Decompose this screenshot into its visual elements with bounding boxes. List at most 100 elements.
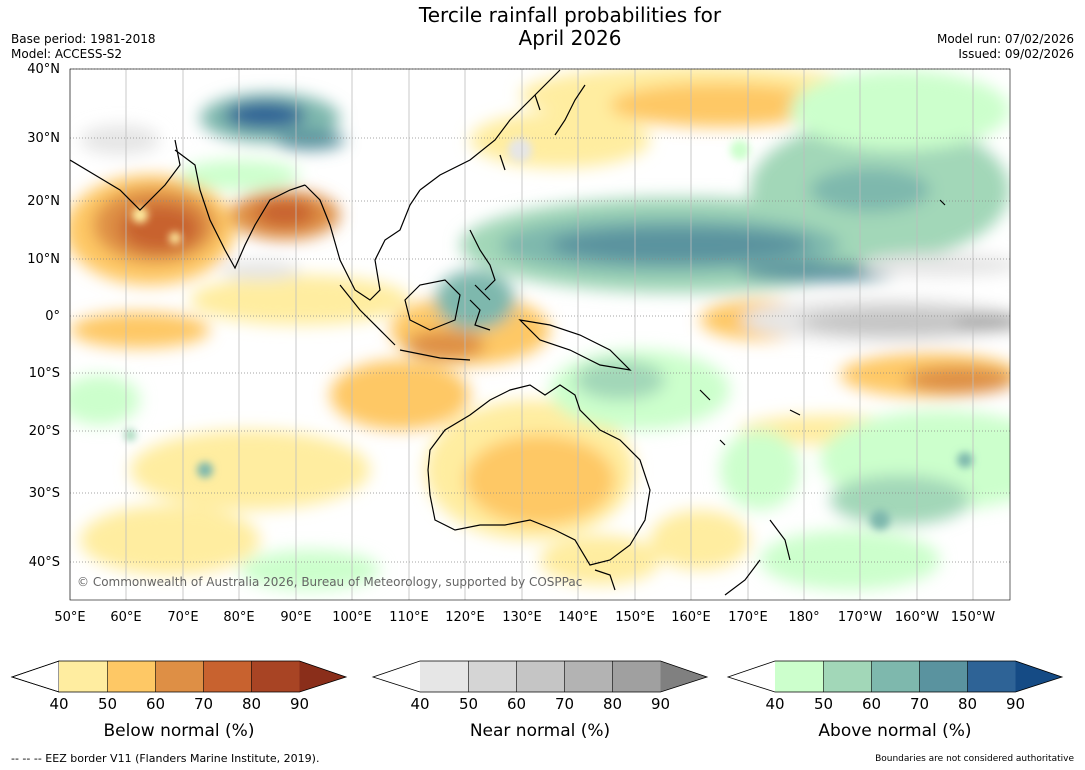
longitude-labels: 50°E 60°E 70°E 80°E 90°E 100°E 110°E 120… [54,610,995,625]
lon-label-170w: 170°W [838,610,882,625]
southeast-asia-coast [304,184,421,301]
legend-above-tick-40: 40 [765,695,784,713]
java [399,349,471,361]
legend-below-swatch-1 [107,661,156,692]
legend-near-tick-70: 70 [555,695,574,713]
lat-label-30n: 30°N [27,131,60,146]
legend-near-swatch-3 [564,661,613,692]
legend-near-tick-60: 60 [507,695,526,713]
legend-below-swatch-2 [155,661,204,692]
legend-below-swatch-4 [251,661,300,692]
lon-label-140e: 140°E [558,610,598,625]
lat-label-20s: 20°S [29,424,60,439]
lat-label-40s: 40°S [29,555,60,570]
tasmania [594,569,616,591]
lon-label-170e: 170°E [728,610,768,625]
sulawesi [469,299,491,331]
legend-below-swatch-3 [203,661,252,692]
legend-near-swatch-2 [516,661,565,692]
legend-near-tick-40: 40 [410,695,429,713]
model-name: Model: ACCESS-S2 [11,47,123,61]
legend-near-normal: 40 50 60 70 80 90 Near normal (%) [371,660,709,741]
legend-above-min-arrow [728,661,775,692]
lat-label-10s: 10°S [29,366,60,381]
lon-label-70e: 70°E [167,610,198,625]
legend-above-label: Above normal (%) [818,721,971,741]
lat-label-0: 0° [45,309,60,324]
title-line-2: April 2026 [518,26,622,50]
legend-above-tick-50: 50 [814,695,833,713]
meta-left: Base period: 1981-2018 Model: ACCESS-S2 [11,32,156,62]
model-run: Model run: 07/02/2026 [936,32,1074,46]
probability-field [70,69,1010,600]
lat-label-40n: 40°N [27,62,60,77]
legend-above-swatch-2 [871,661,920,692]
lon-label-120e: 120°E [445,610,485,625]
legend-above-swatch-0 [775,661,824,692]
legend-above-max-arrow [1015,661,1062,692]
boundaries-note: Boundaries are not considered authoritat… [875,754,1074,764]
legend-above-normal: 40 50 60 70 80 90 Above normal (%) [726,660,1064,741]
arabia-coast [70,139,181,211]
lon-label-160e: 160°E [671,610,711,625]
legend-above-tick-90: 90 [1006,695,1025,713]
legend-above-swatch-1 [823,661,872,692]
legend-below-tick-70: 70 [194,695,213,713]
lat-label-30s: 30°S [29,486,60,501]
lon-label-150w: 150°W [951,610,995,625]
legend-below-swatch-0 [59,661,108,692]
legend-below-min-arrow [10,660,60,693]
legend-above-tick-60: 60 [862,695,881,713]
page-title: Tercile rainfall probabilities for April… [0,4,1085,50]
meta-right: Model run: 07/02/2026 Issued: 09/02/2026 [937,32,1074,62]
legend-below-label: Below normal (%) [104,721,255,741]
map-frame [69,68,1011,601]
legend-near-swatch-1 [468,661,517,692]
lon-label-180: 180° [788,610,819,625]
probability-speckles [124,138,973,530]
pacific-islands [699,199,946,446]
lon-label-80e: 80°E [223,610,254,625]
legend-near-min-arrow [373,661,420,692]
legend-above-swatch-3 [919,661,968,692]
lon-label-50e: 50°E [54,610,85,625]
legend-below-tick-60: 60 [146,695,165,713]
title-line-1: Tercile rainfall probabilities for [418,3,722,27]
india-coast [174,149,306,270]
lon-label-100e: 100°E [332,610,372,625]
legend-below-normal: 40 50 60 70 80 90 Below normal (%) [10,660,348,741]
borneo [404,279,461,331]
legend-below-tick-50: 50 [98,695,117,713]
legend-near-label: Near normal (%) [470,721,610,741]
korea-japan [534,84,586,136]
legend-near-max-arrow [660,661,707,692]
lon-label-130e: 130°E [502,610,542,625]
legend-near-swatch-0 [420,661,469,692]
legend-near-swatch-4 [612,661,661,692]
legend-above-tick-70: 70 [910,695,929,713]
lat-label-10n: 10°N [27,252,60,267]
legend-near-tick-50: 50 [459,695,478,713]
coastlines [70,69,946,596]
legend-below-tick-40: 40 [49,695,68,713]
legend-above-tick-80: 80 [958,695,977,713]
china-coast [419,69,561,191]
lon-label-60e: 60°E [110,610,141,625]
legend-near-tick-90: 90 [651,695,670,713]
new-zealand [724,519,791,596]
taiwan [499,154,506,171]
latitude-labels: 40°N 30°N 20°N 10°N 0° 10°S 20°S 30°S 40… [27,62,60,570]
sumatra [339,284,396,346]
legend-below-tick-80: 80 [242,695,261,713]
lon-label-90e: 90°E [280,610,311,625]
legend-below-tick-90: 90 [290,695,309,713]
new-guinea [518,319,632,371]
philippines [469,229,496,301]
legend-above-swatch-4 [967,661,1016,692]
lat-label-20n: 20°N [27,194,60,209]
lon-label-160w: 160°W [895,610,939,625]
eez-note: -- -- -- EEZ border V11 (Flanders Marine… [11,752,320,765]
lon-label-110e: 110°E [389,610,429,625]
issued-date: Issued: 09/02/2026 [958,47,1074,61]
